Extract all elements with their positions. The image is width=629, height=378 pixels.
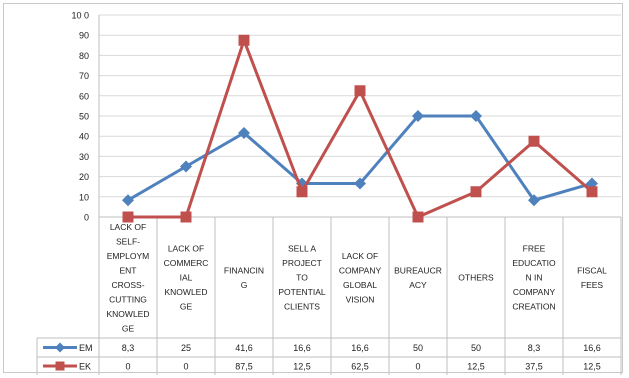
data-point-ek (354, 85, 366, 97)
data-table-cell: 87,5 (235, 362, 253, 372)
data-point-em (528, 194, 540, 207)
y-tick-label: 50 (79, 112, 89, 122)
y-tick-label: 0 (84, 213, 89, 223)
data-point-em (412, 110, 424, 122)
data-table-cell: 0 (415, 362, 420, 372)
legend-key-marker-ek (55, 361, 65, 371)
data-point-ek (296, 186, 308, 198)
y-tick-label: 70 (79, 71, 89, 81)
x-category-label: FISCAL FEES (577, 265, 607, 290)
data-table-cell: 16,6 (293, 343, 311, 353)
data-table-cell: 16,6 (583, 343, 601, 353)
data-point-em (180, 160, 192, 173)
y-tick-label: 20 (79, 172, 89, 182)
data-table-cell: 12,5 (293, 362, 311, 372)
data-table-cell: 8,3 (528, 343, 541, 353)
legend-label-ek: EK (79, 362, 91, 372)
x-category-label: LACK OF SELF-EMPLOYM ENT CROSS-CUTTING KNOWL… (107, 222, 150, 334)
data-point-ek (122, 211, 134, 223)
y-tick-label: 90 (79, 31, 89, 41)
legend-key-marker-em (55, 342, 65, 353)
y-tick-label: 60 (79, 91, 89, 101)
data-table-cell: 8,3 (122, 343, 135, 353)
data-table-cell: 50 (471, 343, 481, 353)
data-table-cell: 0 (125, 362, 130, 372)
data-point-ek (470, 186, 482, 198)
data-table-cell: 12,5 (583, 362, 601, 372)
data-point-em (238, 126, 250, 139)
x-category-label: FREE EDUCATIO N IN COMPANY CREATION (512, 244, 556, 312)
y-tick-label: 80 (79, 51, 89, 61)
data-table-cell: 62,5 (351, 362, 369, 372)
x-category-label: LACK OF COMPANY GLOBAL VISION (339, 251, 382, 305)
data-table-cell: 41,6 (235, 343, 253, 353)
data-table-cell: 0 (183, 362, 188, 372)
data-point-ek (586, 186, 598, 198)
x-category-label: LACK OF COMMERC IAL KNOWLED GE (164, 244, 209, 312)
data-point-em (470, 110, 482, 122)
y-tick-label: 30 (79, 152, 89, 162)
x-category-label: BUREAUCR ACY (394, 265, 442, 290)
x-category-label: OTHERS (458, 273, 494, 283)
y-tick-label: 10 (79, 192, 89, 202)
data-table-cell: 16,6 (351, 343, 369, 353)
data-point-ek (412, 211, 424, 223)
chart-frame (3, 3, 623, 373)
data-point-em (122, 194, 134, 207)
data-table-cell: 12,5 (467, 362, 485, 372)
data-point-ek (528, 135, 540, 147)
data-table-cell: 37,5 (525, 362, 543, 372)
series-line-ek (128, 35, 593, 219)
x-category-label: FINANCIN G (224, 265, 264, 290)
x-category-label: SELL A PROJECT TO POTENTIAL CLIENTS (278, 244, 326, 312)
data-point-ek (238, 34, 250, 46)
data-point-ek (180, 211, 192, 223)
y-tick-label: 40 (79, 132, 89, 142)
data-table-cell: 50 (413, 343, 423, 353)
y-tick-label: 10 0 (71, 11, 89, 21)
data-table-cell: 25 (181, 343, 191, 353)
legend-label-em: EM (79, 343, 93, 353)
data-point-em (354, 177, 366, 190)
